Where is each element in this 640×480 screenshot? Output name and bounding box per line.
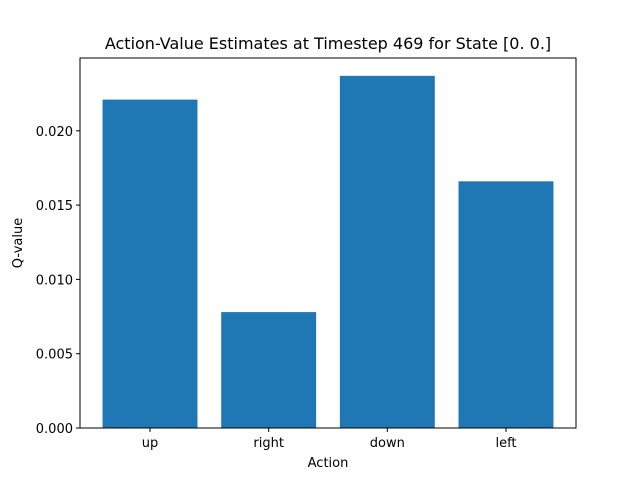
chart-title: Action-Value Estimates at Timestep 469 f… bbox=[105, 34, 551, 53]
y-tick-label: 0.005 bbox=[36, 348, 73, 363]
bar-up bbox=[102, 99, 198, 429]
bars-group bbox=[102, 75, 554, 429]
x-tick-label: down bbox=[370, 436, 405, 451]
axes-group: up right down left 0.000 0.005 0.010 0.015 0.020 bbox=[36, 57, 577, 451]
plot-frame bbox=[79, 57, 577, 429]
x-tick-label: up bbox=[142, 436, 159, 451]
y-tick-label: 0.015 bbox=[36, 199, 73, 214]
y-tick-label: 0.010 bbox=[36, 273, 73, 288]
x-axis-label: Action bbox=[308, 456, 349, 471]
bar-left bbox=[458, 181, 554, 428]
y-axis-label: Q-value bbox=[11, 218, 26, 268]
y-tick-label: 0.020 bbox=[36, 125, 73, 140]
bar-right bbox=[221, 312, 317, 428]
x-tick-label: left bbox=[495, 436, 516, 451]
x-tick-label: right bbox=[253, 436, 284, 451]
bar-down bbox=[339, 75, 435, 428]
y-tick-label: 0.000 bbox=[36, 422, 73, 437]
